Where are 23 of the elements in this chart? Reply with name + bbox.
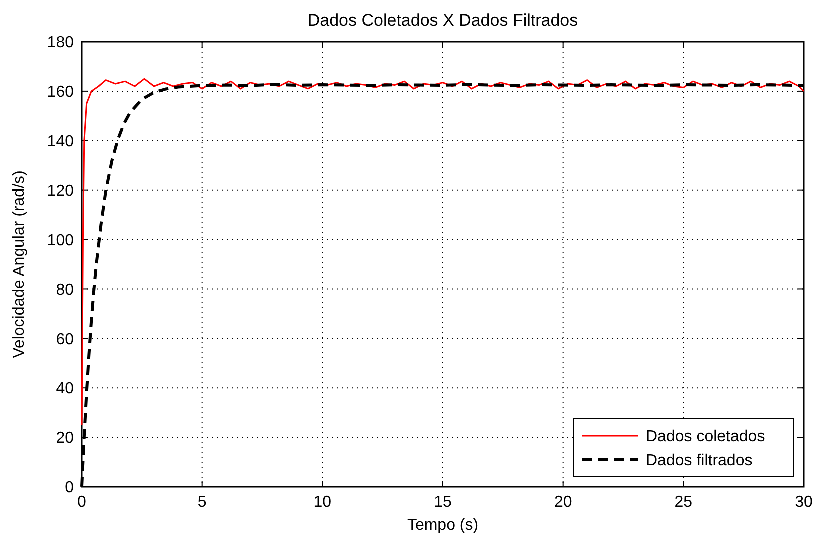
chart-title: Dados Coletados X Dados Filtrados bbox=[308, 11, 578, 30]
x-tick-label: 25 bbox=[674, 494, 693, 511]
x-axis-title: Tempo (s) bbox=[407, 517, 479, 534]
line-series bbox=[81, 78, 805, 426]
y-tick-label: 120 bbox=[47, 182, 74, 200]
legend-label: Dados filtrados bbox=[646, 452, 753, 470]
y-tick-label: 80 bbox=[56, 282, 74, 299]
x-tick-label: 30 bbox=[795, 494, 813, 511]
y-tick-label: 140 bbox=[47, 133, 74, 150]
x-tick-label: 5 bbox=[198, 494, 207, 511]
y-tick-label: 160 bbox=[47, 84, 74, 102]
x-tick-label: 20 bbox=[554, 494, 572, 511]
y-axis-title: Velocidade Angular (rad/s) bbox=[11, 170, 28, 358]
y-tick-label: 0 bbox=[65, 480, 74, 497]
x-tick-label: 15 bbox=[434, 494, 452, 511]
y-tick-label: 180 bbox=[47, 34, 74, 52]
y-tick-label: 40 bbox=[56, 380, 74, 398]
y-tick-label: 20 bbox=[56, 430, 74, 448]
y-tick-label: 60 bbox=[56, 331, 74, 348]
x-tick-label: 0 bbox=[78, 494, 87, 511]
x-tick-label: 10 bbox=[314, 494, 332, 511]
legend-label: Dados coletados bbox=[646, 428, 766, 446]
y-tick-label: 100 bbox=[47, 232, 74, 250]
